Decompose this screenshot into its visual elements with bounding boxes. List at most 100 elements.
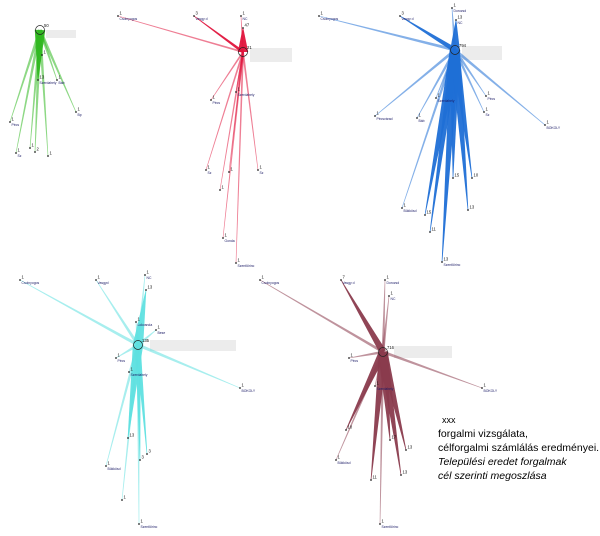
node-label: Szerdahely bbox=[238, 93, 255, 97]
destination-node bbox=[205, 169, 207, 171]
flow-edge bbox=[19, 279, 139, 347]
destination-node bbox=[374, 115, 376, 117]
destination-node bbox=[335, 459, 337, 461]
node-value: 1 bbox=[131, 367, 134, 372]
flow-edge bbox=[137, 343, 241, 389]
destination-node bbox=[345, 429, 347, 431]
destination-node bbox=[452, 177, 454, 179]
node-value: 1 bbox=[387, 275, 390, 280]
destination-node bbox=[138, 523, 140, 525]
flow-edge bbox=[95, 279, 140, 346]
node-value: 13 bbox=[470, 205, 475, 210]
node-label: Vasgy d bbox=[196, 17, 208, 21]
hub-label-box bbox=[46, 30, 76, 38]
node-label: Vasgy d bbox=[343, 281, 355, 285]
node-label: Bükkösd bbox=[108, 467, 121, 471]
destination-node bbox=[424, 214, 426, 216]
node-label: Vasgyd bbox=[98, 281, 109, 285]
node-value: 1 bbox=[454, 3, 457, 8]
destination-node bbox=[29, 147, 31, 149]
node-label: Szerdahely bbox=[377, 387, 394, 391]
flow-edge bbox=[378, 351, 402, 476]
node-value: 13 bbox=[403, 470, 408, 475]
flow-edge bbox=[9, 29, 42, 123]
node-value: 11 bbox=[432, 227, 437, 232]
node-value: 11 bbox=[373, 475, 378, 480]
node-value: 1 bbox=[22, 275, 25, 280]
node-value: 1 bbox=[438, 93, 441, 98]
node-label: Pécs bbox=[351, 359, 359, 363]
node-label: BOKOLY bbox=[484, 389, 498, 393]
destination-node bbox=[105, 465, 107, 467]
node-value: 13 bbox=[130, 433, 135, 438]
node-value: 1 bbox=[12, 117, 15, 122]
node-value: 17 bbox=[392, 435, 397, 440]
node-value: 1 bbox=[120, 11, 123, 16]
destination-node bbox=[145, 289, 147, 291]
flow-edge bbox=[193, 15, 244, 54]
node-value: 1 bbox=[98, 275, 101, 280]
node-label: Bese bbox=[158, 331, 166, 335]
destination-node bbox=[400, 474, 402, 476]
destination-node bbox=[144, 274, 146, 276]
flow-edge bbox=[379, 351, 385, 525]
flow-edge bbox=[38, 29, 77, 113]
node-value: 13 bbox=[444, 257, 449, 262]
destination-node bbox=[41, 54, 43, 56]
hub-value: 50 bbox=[44, 23, 49, 28]
node-value: 13 bbox=[408, 445, 413, 450]
destination-node bbox=[127, 437, 129, 439]
flow-edge bbox=[117, 15, 244, 53]
destination-node bbox=[435, 97, 437, 99]
flow-edge bbox=[29, 29, 42, 149]
node-label: Sz bbox=[260, 171, 264, 175]
flow-edge bbox=[15, 29, 42, 154]
destination-node bbox=[239, 387, 241, 389]
destination-node bbox=[467, 209, 469, 211]
node-value: 1 bbox=[484, 383, 487, 388]
destination-node bbox=[544, 124, 546, 126]
node-value: 1 bbox=[377, 381, 380, 386]
node-value: 3 bbox=[196, 11, 199, 16]
node-value: 1 bbox=[138, 317, 141, 322]
node-value: 1 bbox=[382, 519, 385, 524]
destination-node bbox=[388, 295, 390, 297]
node-value: 1 bbox=[222, 185, 225, 190]
node-value: 1 bbox=[377, 111, 380, 116]
hub-value: 794 bbox=[459, 43, 467, 48]
hub-node bbox=[378, 347, 388, 357]
node-label: Pécs bbox=[488, 97, 496, 101]
node-label: NC bbox=[243, 17, 248, 21]
node-value: 1 bbox=[260, 165, 263, 170]
destination-node bbox=[384, 279, 386, 281]
destination-node bbox=[318, 15, 320, 17]
node-value: 15 bbox=[427, 210, 432, 215]
destination-node bbox=[121, 499, 123, 501]
destination-node bbox=[485, 95, 487, 97]
node-value: 7 bbox=[343, 275, 346, 280]
caption-line-1: forgalmi vizsgálata, bbox=[438, 428, 528, 440]
destination-node bbox=[15, 152, 17, 154]
node-label: Pécs bbox=[12, 123, 20, 127]
flow-edge bbox=[374, 48, 456, 117]
destination-node bbox=[370, 479, 372, 481]
node-value: 1 bbox=[391, 291, 394, 296]
destination-node bbox=[19, 279, 21, 281]
destination-node bbox=[429, 231, 431, 233]
node-label: Vasgy d bbox=[402, 17, 414, 21]
node-value: 13 bbox=[148, 285, 153, 290]
flow-edge bbox=[381, 295, 390, 353]
caption-line-3: Települési eredet forgalmak bbox=[438, 456, 567, 468]
node-label: Szentlőrinc bbox=[382, 525, 399, 529]
destination-node bbox=[75, 111, 77, 113]
node-label: NC bbox=[391, 297, 396, 301]
hub-value: 135 bbox=[142, 338, 150, 343]
node-label: Szentlőrinc bbox=[141, 525, 158, 529]
caption-line-4: cél szerinti megoszlása bbox=[438, 470, 547, 482]
destination-node bbox=[34, 151, 36, 153]
node-value: 1 bbox=[243, 11, 246, 16]
node-value: 1 bbox=[225, 233, 228, 238]
hub-node bbox=[450, 45, 460, 55]
